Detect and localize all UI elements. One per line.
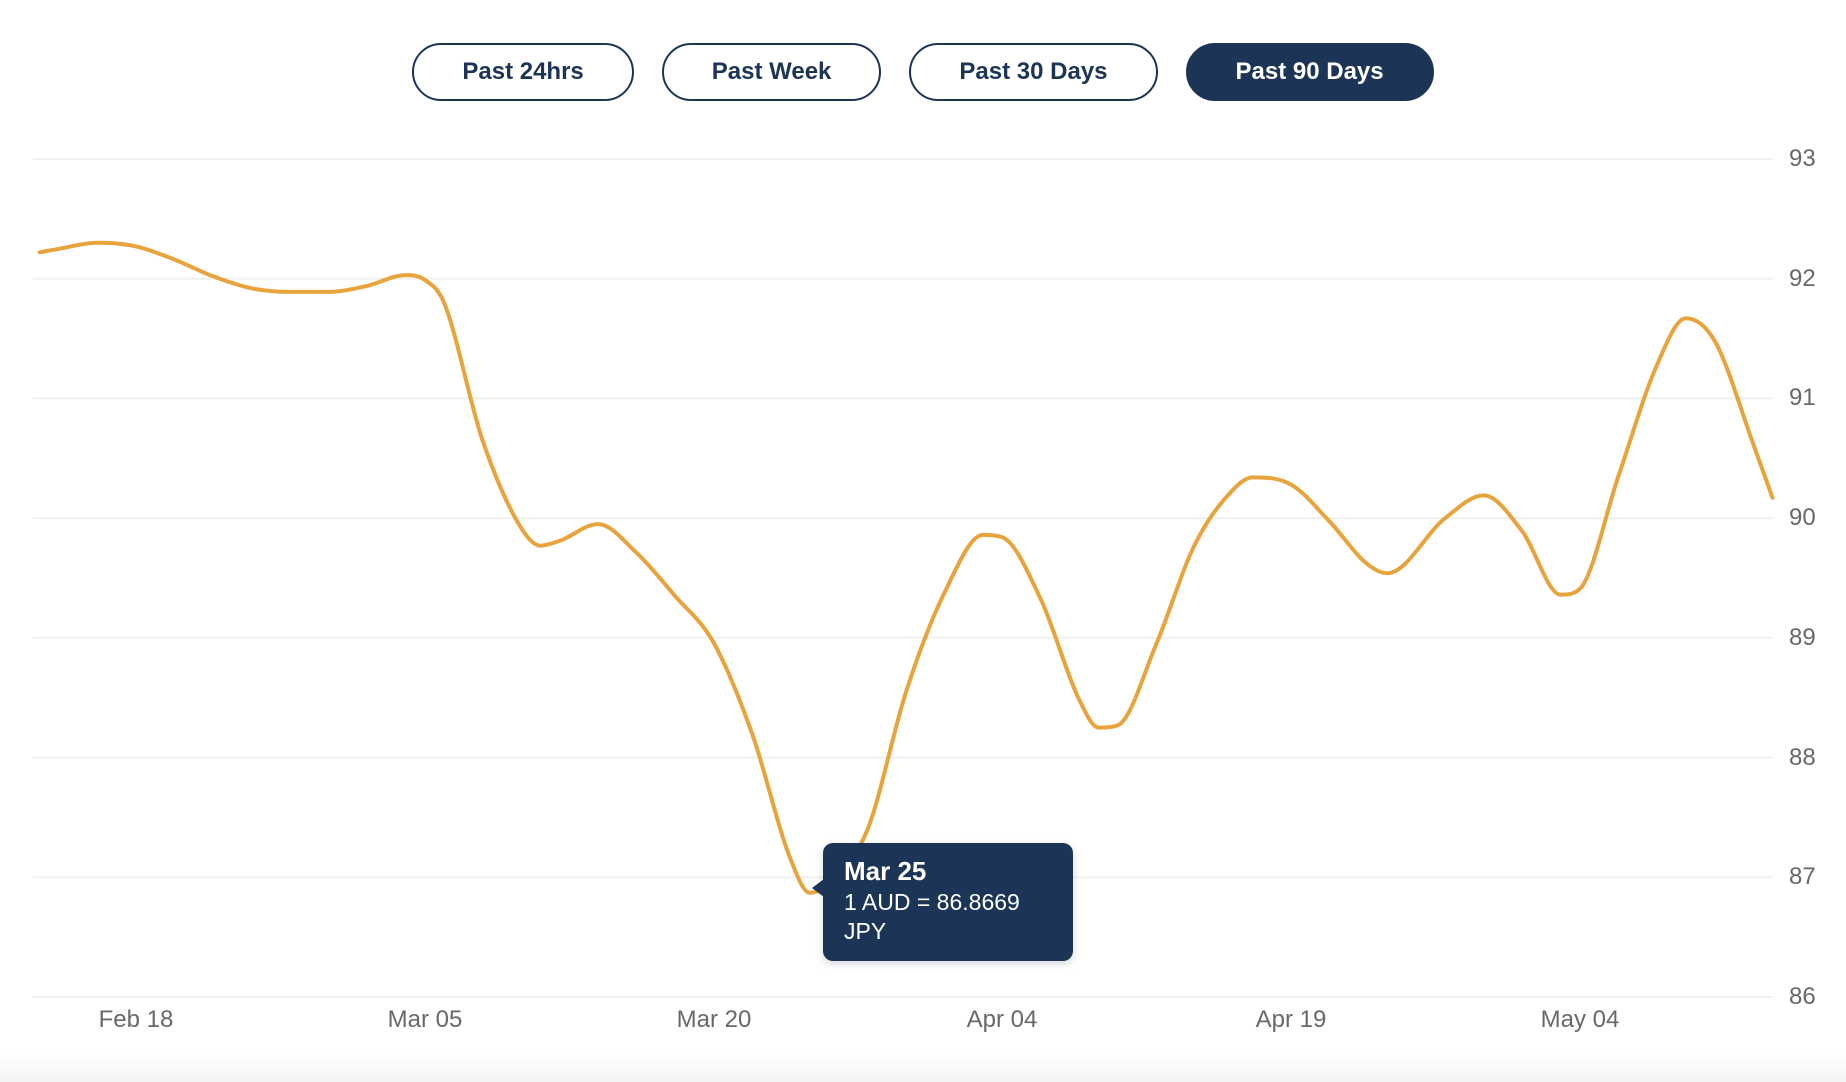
period-button-past-24hrs[interactable]: Past 24hrs: [412, 43, 634, 101]
x-axis-label: May 04: [1540, 1006, 1620, 1033]
y-axis-label: 93: [1789, 145, 1816, 172]
y-axis-label: 91: [1789, 384, 1816, 411]
x-axis-label: Feb 18: [98, 1006, 174, 1033]
period-button-past-week[interactable]: Past Week: [661, 43, 882, 101]
y-axis-label: 87: [1789, 863, 1816, 890]
x-axis-label: Mar 20: [676, 1006, 752, 1033]
chart-gridlines: [33, 158, 1773, 998]
rate-tooltip: Mar 25 1 AUD = 86.8669 JPY: [812, 843, 1073, 961]
y-axis-label: 92: [1789, 265, 1816, 292]
y-axis-label: 86: [1789, 983, 1816, 1010]
y-axis-label: 88: [1789, 744, 1816, 771]
x-axis-label: Mar 05: [387, 1006, 463, 1033]
tooltip-rate: 1 AUD = 86.8669 JPY: [844, 889, 1020, 944]
tooltip-date: Mar 25: [844, 856, 927, 886]
rate-line: [37, 240, 1775, 895]
x-axis-label: Apr 19: [1255, 1006, 1327, 1033]
y-axis-label: 90: [1789, 504, 1816, 531]
period-selector: Past 24hrs Past Week Past 30 Days Past 9…: [0, 43, 1846, 101]
period-button-past-30-days[interactable]: Past 30 Days: [909, 43, 1158, 101]
x-axis-label: Apr 04: [966, 1006, 1038, 1033]
tooltip-arrow-icon: [812, 879, 824, 897]
y-axis-label: 89: [1789, 624, 1816, 651]
period-button-past-90-days[interactable]: Past 90 Days: [1185, 43, 1434, 101]
